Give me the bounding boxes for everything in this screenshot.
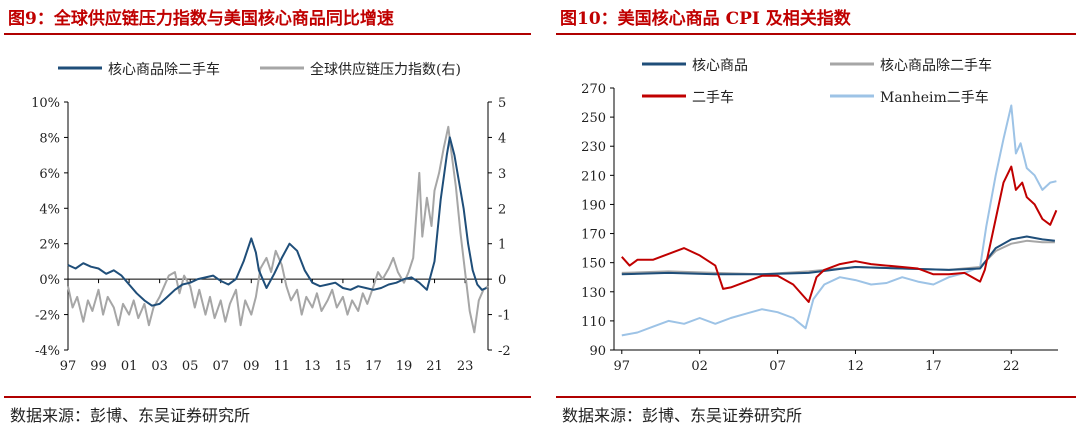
legend-label-manheim-used-cars: Manheim二手车 — [880, 89, 989, 106]
x-tick-label: 12 — [847, 359, 864, 374]
x-tick-label: 11 — [274, 359, 291, 374]
legend-label-core-goods: 核心商品除二手车 — [108, 61, 220, 78]
right-y-tick-label: 2 — [498, 202, 506, 217]
right-y-tick-label: 4 — [498, 131, 506, 146]
left-y-tick-label: -4% — [35, 344, 60, 359]
left-y-tick-label: 10% — [31, 96, 60, 111]
x-tick-label: 01 — [121, 359, 138, 374]
left-chart-panel: 图9：全球供应链压力指数与美国核心商品同比增速 -4% -2% 0% 2% 4% 6% 8%… — [0, 0, 535, 431]
y-tick-label: 250 — [581, 111, 606, 126]
x-tick-label: 21 — [426, 359, 443, 374]
legend-label-core-goods: 核心商品 — [692, 58, 748, 74]
legend-label-supply-chain: 全球供应链压力指数(右) — [310, 61, 461, 78]
x-tick-label: 19 — [396, 359, 413, 374]
x-tick-label: 02 — [691, 359, 708, 374]
x-tick-label: 09 — [243, 359, 260, 374]
right-chart-panel: 图10：美国核心商品 CPI 及相关指数 90 110 130 150 170 190 21… — [552, 0, 1080, 431]
y-tick-label: 110 — [581, 315, 606, 330]
y-tick-label: 130 — [581, 286, 606, 301]
x-tick-label: 97 — [60, 359, 77, 374]
right-y-tick-label: -1 — [498, 309, 511, 324]
left-y-tick-label: 8% — [39, 131, 60, 146]
left-y-tick-label: -2% — [35, 309, 60, 324]
left-y-tick-label: 6% — [39, 167, 60, 182]
right-source-rule — [556, 396, 1076, 398]
core-goods-ex-used-cars-line — [67, 136, 487, 307]
x-tick-label: 17 — [925, 359, 942, 374]
core-goods-line — [621, 235, 1056, 276]
left-y-tick-label: 4% — [39, 202, 60, 217]
y-tick-label: 210 — [581, 169, 606, 184]
right-chart-svg: 90 110 130 150 170 190 210 230 250 270 97 02 07 12 17 2… — [581, 57, 1058, 374]
y-tick-label: 270 — [581, 82, 606, 97]
manheim-used-cars-line — [621, 104, 1057, 337]
left-title-rule — [4, 33, 531, 35]
y-tick-label: 150 — [581, 257, 606, 272]
left-y-tick-label: 0% — [39, 273, 60, 288]
right-chart-source: 数据来源：彭博、东吴证券研究所 — [562, 406, 803, 425]
x-tick-label: 07 — [212, 359, 229, 374]
right-chart-title: 图10：美国核心商品 CPI 及相关指数 — [560, 9, 851, 29]
y-tick-label: 90 — [589, 344, 606, 359]
right-y-tick-label: 5 — [498, 96, 506, 111]
right-y-tick-label: 3 — [498, 167, 506, 182]
right-y-tick-label: -2 — [498, 344, 511, 359]
left-source-rule — [4, 396, 531, 398]
y-tick-label: 190 — [581, 198, 606, 213]
x-tick-label: 22 — [1003, 359, 1020, 374]
left-chart-title: 图9：全球供应链压力指数与美国核心商品同比增速 — [8, 9, 394, 29]
x-tick-label: 13 — [304, 359, 321, 374]
left-chart-source: 数据来源：彭博、东吴证券研究所 — [10, 406, 251, 425]
right-y-tick-label: 0 — [498, 273, 506, 288]
right-y-tick-label: 1 — [498, 238, 506, 253]
legend-label-core-goods-ex-used-cars: 核心商品除二手车 — [880, 57, 992, 74]
x-tick-label: 07 — [769, 359, 786, 374]
x-tick-label: 99 — [90, 359, 107, 374]
legend-label-used-cars: 二手车 — [692, 89, 734, 106]
x-tick-label: 23 — [457, 359, 474, 374]
x-tick-label: 17 — [365, 359, 382, 374]
supply-chain-pressure-line — [67, 125, 489, 334]
y-tick-label: 230 — [581, 140, 606, 155]
left-y-tick-label: 2% — [39, 238, 60, 253]
y-tick-label: 170 — [581, 228, 606, 243]
used-cars-line — [621, 165, 1058, 303]
x-tick-label: 03 — [151, 359, 168, 374]
x-tick-label: 05 — [182, 359, 199, 374]
x-tick-label: 97 — [614, 359, 631, 374]
right-title-rule — [556, 33, 1076, 35]
x-tick-label: 15 — [335, 359, 352, 374]
